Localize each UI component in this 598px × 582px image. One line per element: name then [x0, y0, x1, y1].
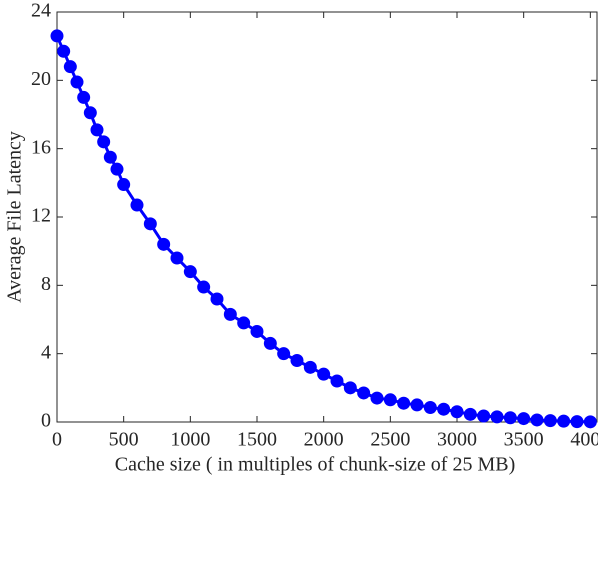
marker: [157, 237, 171, 251]
marker: [423, 400, 437, 414]
x-tick-label: 3500: [504, 429, 544, 451]
marker: [410, 398, 424, 412]
plot-frame: [56, 11, 598, 423]
marker: [170, 251, 184, 265]
marker: [383, 393, 397, 407]
marker: [77, 90, 91, 104]
marker: [450, 405, 464, 419]
marker: [397, 396, 411, 410]
x-tick-label: 1000: [170, 429, 210, 451]
marker: [490, 410, 504, 424]
marker: [117, 178, 131, 192]
marker: [370, 391, 384, 405]
series-line: [55, 35, 591, 424]
x-tick-label: 0: [52, 429, 62, 451]
marker: [343, 381, 357, 395]
y-tick-label: 12: [31, 205, 51, 227]
marker: [517, 412, 531, 426]
marker: [570, 415, 584, 429]
y-axis-label: Average File Latency: [4, 131, 26, 303]
marker: [210, 292, 224, 306]
marker: [237, 316, 251, 330]
y-tick-label: 0: [41, 410, 51, 432]
x-tick-label: 1500: [237, 429, 277, 451]
marker: [503, 411, 517, 425]
marker: [223, 307, 237, 321]
marker: [557, 414, 571, 428]
marker: [183, 265, 197, 279]
marker: [477, 409, 491, 423]
marker: [277, 347, 291, 361]
marker: [290, 354, 304, 367]
marker: [90, 123, 104, 137]
x-tick-label: 2500: [370, 429, 410, 451]
y-tick-label: 8: [41, 273, 51, 295]
marker: [50, 29, 64, 43]
marker: [130, 198, 144, 212]
x-tick-label: 500: [109, 429, 139, 451]
marker: [83, 106, 97, 120]
marker: [97, 135, 111, 149]
marker: [263, 336, 277, 350]
marker: [143, 217, 157, 231]
marker: [543, 414, 557, 428]
y-tick-label: 24: [31, 0, 51, 22]
marker: [103, 150, 117, 164]
x-axis-label: Cache size ( in multiples of chunk-size …: [115, 454, 515, 476]
y-tick-label: 20: [31, 68, 51, 90]
marker: [463, 407, 477, 421]
marker: [110, 162, 124, 176]
x-tick-label: 3000: [437, 429, 477, 451]
marker: [357, 386, 371, 400]
marker: [330, 374, 344, 388]
marker: [303, 360, 317, 374]
marker: [250, 324, 264, 338]
y-tick-label: 16: [31, 136, 51, 158]
y-tick-label: 4: [41, 341, 51, 363]
marker: [57, 44, 71, 58]
marker: [530, 413, 544, 427]
marker: [70, 75, 84, 89]
marker: [197, 280, 211, 294]
x-tick-label: 4000: [570, 429, 598, 451]
marker: [63, 60, 77, 74]
marker: [583, 415, 597, 429]
x-tick-label: 2000: [304, 429, 344, 451]
marker: [437, 402, 451, 416]
marker: [317, 367, 331, 381]
